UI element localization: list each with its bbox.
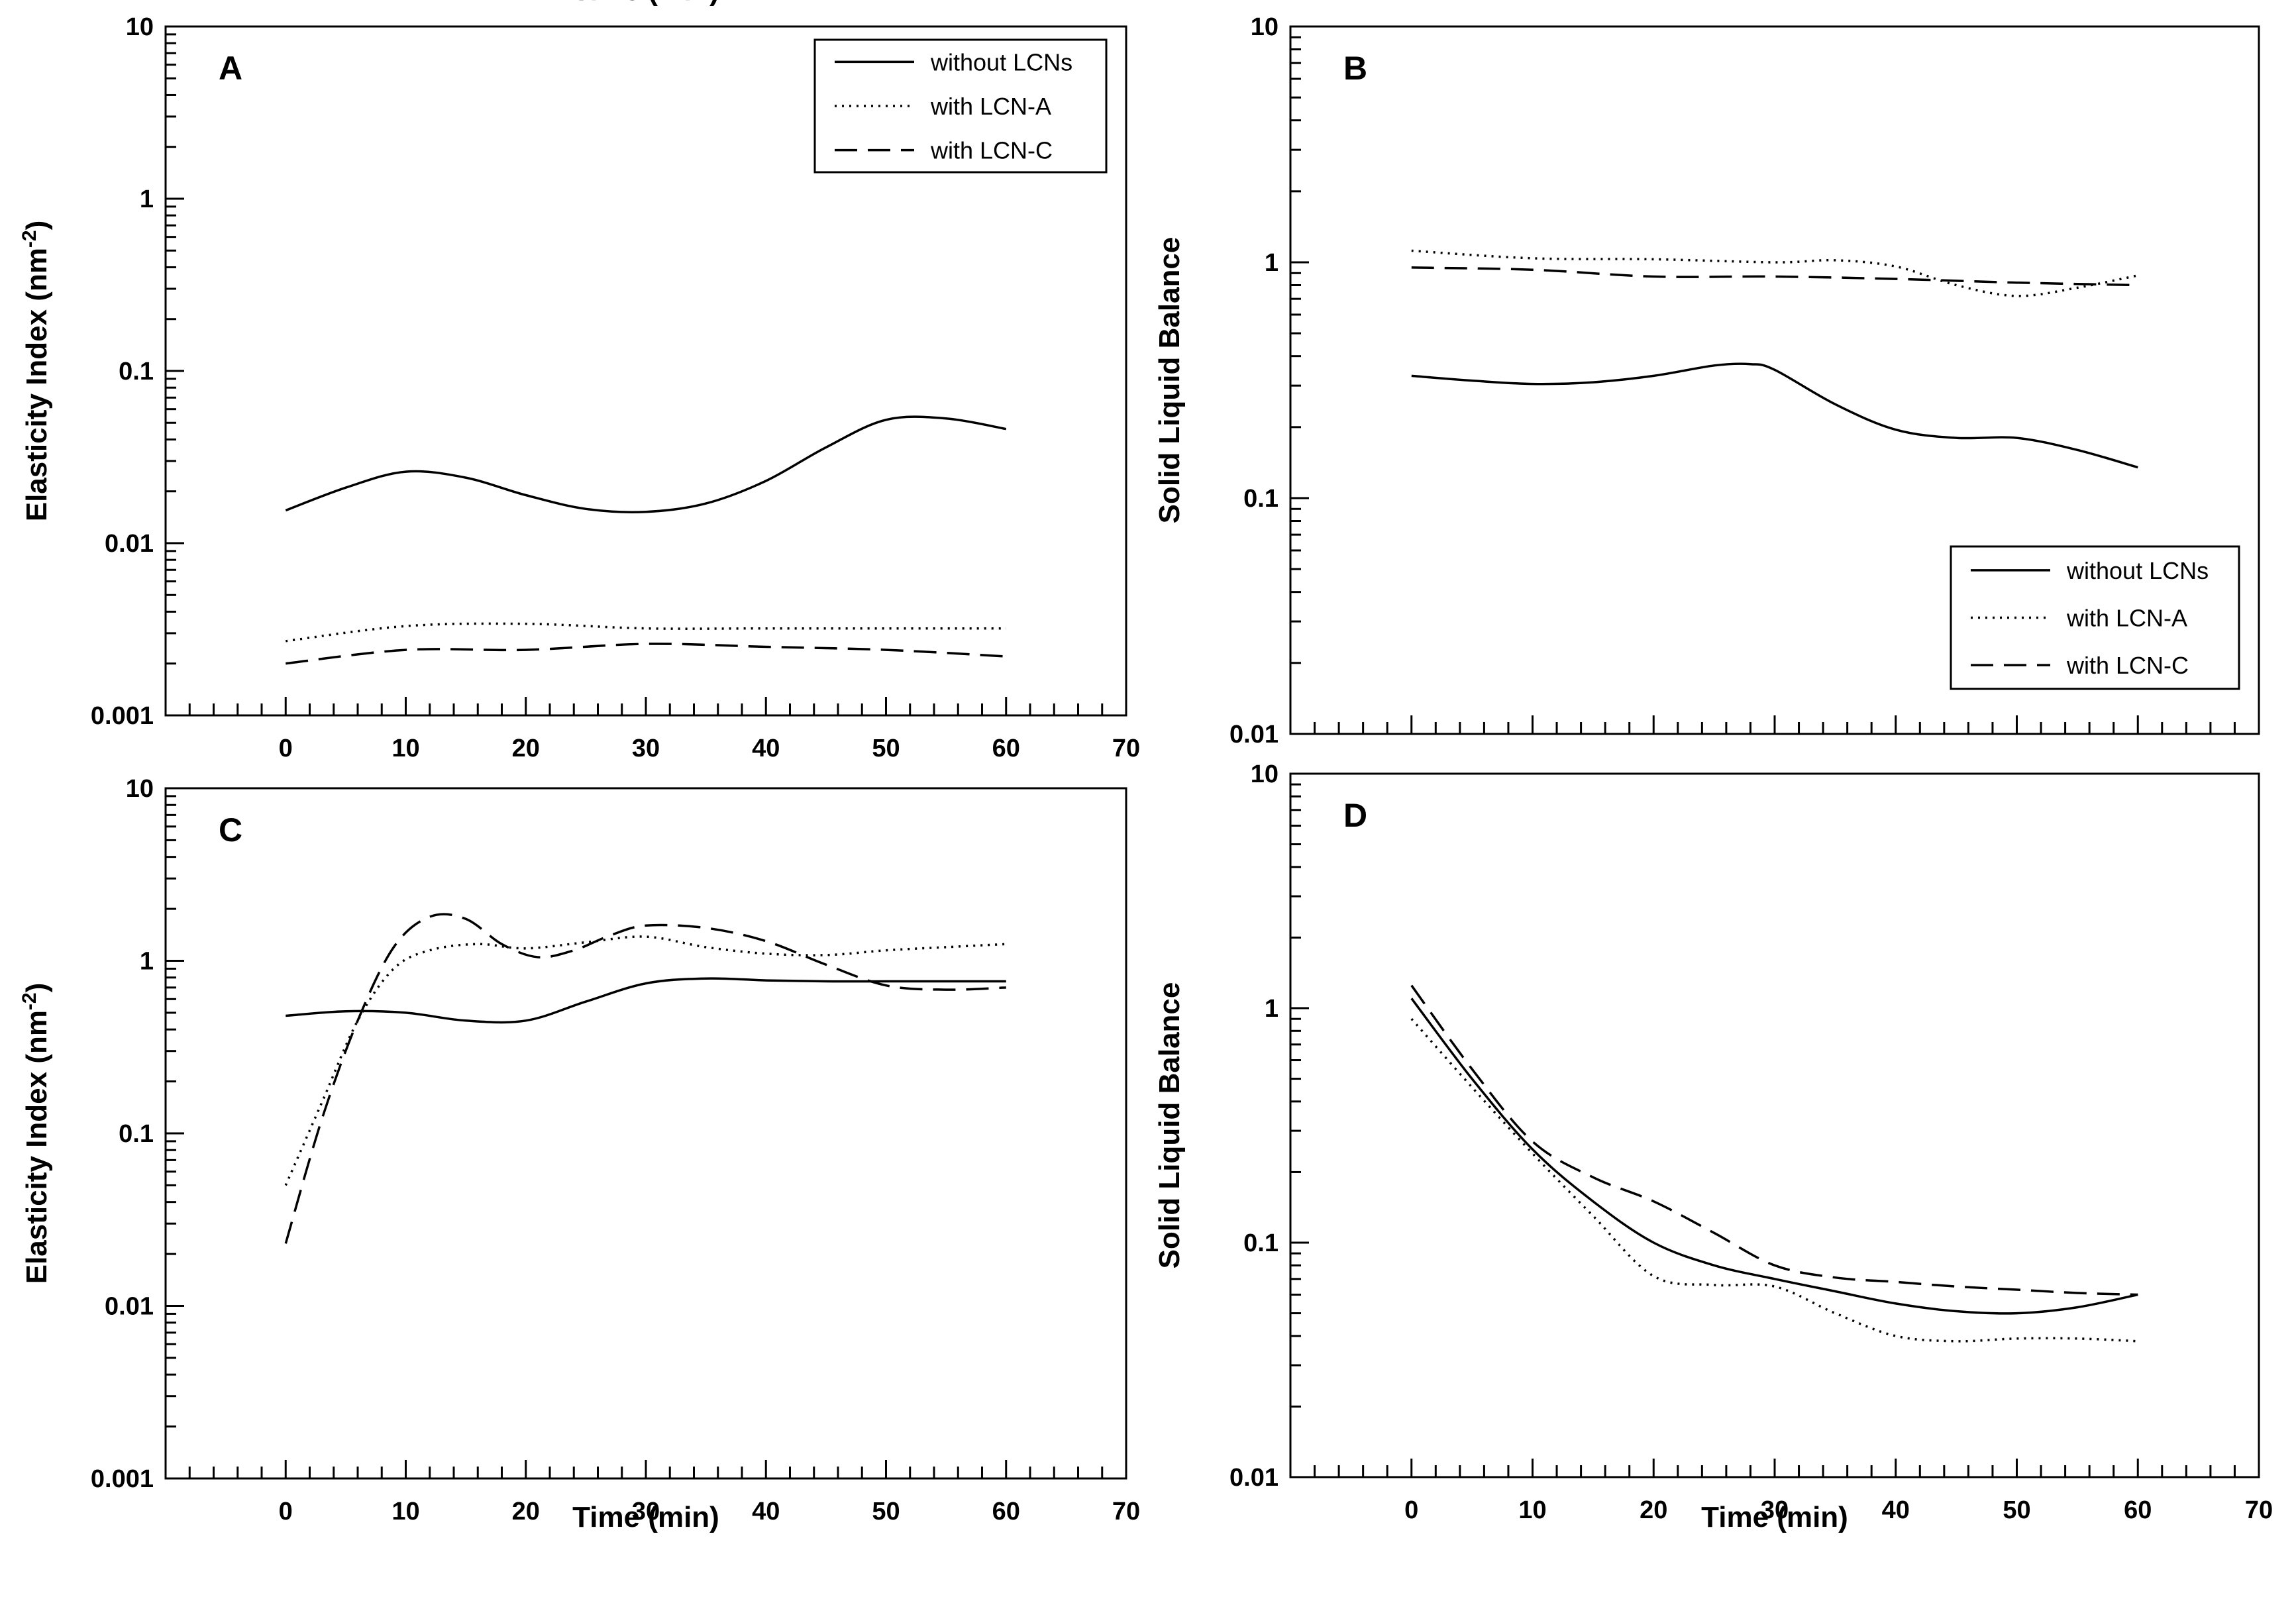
series-line-with-lcn-a bbox=[1410, 1018, 2138, 1343]
x-tick-label: 40 bbox=[1882, 1496, 1910, 1524]
series-line-with-lcn-c bbox=[286, 643, 1006, 665]
y-tick-label: 0.01 bbox=[1229, 721, 1278, 749]
y-axis-ticks bbox=[166, 795, 184, 1480]
x-tick-label: 70 bbox=[1112, 1498, 1140, 1525]
legend: without LCNs with LCN-A with LCN-C bbox=[813, 38, 1108, 174]
x-tick-label: 10 bbox=[391, 735, 419, 762]
series-line-with-lcn-c bbox=[1411, 266, 2138, 287]
x-tick-label: 50 bbox=[872, 1498, 900, 1525]
x-tick-label: 60 bbox=[992, 735, 1020, 762]
y-tick-label: 0.1 bbox=[119, 358, 154, 386]
y-tick-label: 0.1 bbox=[119, 1120, 154, 1148]
y-axis-ticks bbox=[1290, 783, 1309, 1478]
legend-entry: with LCN-A bbox=[930, 93, 1051, 120]
series-line-with-lcn-a bbox=[284, 935, 1006, 1186]
series-line-with-lcn-c bbox=[1410, 984, 2138, 1296]
x-tick-label: 40 bbox=[752, 1498, 780, 1525]
legend-entry: with LCN-A bbox=[2066, 605, 2187, 632]
y-tick-label: 1 bbox=[140, 185, 154, 213]
x-tick-label: 30 bbox=[1761, 1496, 1789, 1524]
y-tick-label: 0.01 bbox=[105, 530, 154, 558]
legend-entry: with LCN-C bbox=[930, 137, 1053, 164]
legend: without LCNs with LCN-A with LCN-C bbox=[1950, 545, 2240, 690]
y-tick-label: 0.01 bbox=[105, 1293, 154, 1321]
x-axis-title: Time (min) bbox=[572, 0, 719, 7]
series-line-without-lcns bbox=[286, 977, 1006, 1024]
y-tick-label: 10 bbox=[126, 775, 154, 803]
y-axis-ticks bbox=[166, 33, 184, 717]
x-tick-label: 50 bbox=[872, 735, 900, 762]
y-tick-label: 10 bbox=[126, 13, 154, 41]
x-tick-label: 20 bbox=[512, 735, 540, 762]
y-tick-label: 0.001 bbox=[91, 702, 154, 730]
x-tick-label: 0 bbox=[279, 735, 293, 762]
y-tick-label: 0.01 bbox=[1229, 1464, 1278, 1492]
y-tick-label: 0.1 bbox=[1243, 485, 1278, 513]
series-line-with-lcn-c bbox=[284, 913, 1006, 1244]
legend-entry: without LCNs bbox=[930, 48, 1072, 76]
x-tick-label: 40 bbox=[752, 735, 780, 762]
y-tick-label: 1 bbox=[140, 948, 154, 976]
series-line-with-lcn-a bbox=[1411, 249, 2138, 297]
y-axis-title: Elasticity Index (nm-2) bbox=[19, 983, 53, 1284]
y-tick-label: 10 bbox=[1251, 13, 1278, 41]
panel-label: D bbox=[1343, 797, 1367, 834]
plot-frame bbox=[164, 787, 1127, 1480]
series-line-without-lcns bbox=[1411, 362, 2138, 469]
x-axis-title: Time (min) bbox=[1701, 1501, 1848, 1533]
y-axis-title: Solid Liquid Balance bbox=[1153, 237, 1186, 524]
x-axis-ticks bbox=[1289, 1459, 2260, 1477]
legend-entry: without LCNs bbox=[2066, 557, 2209, 584]
chart-panel-a: 0 10 20 30 40 50 60 70 0.001 0.01 0.1 1 10 Elasticity… bbox=[19, 0, 1140, 762]
y-tick-label: 1 bbox=[1265, 249, 1278, 277]
x-tick-label: 30 bbox=[632, 735, 660, 762]
x-tick-label: 50 bbox=[2003, 1496, 2030, 1524]
panel-label: C bbox=[219, 811, 242, 849]
chart-panel-c: 0 10 20 30 40 50 60 70 0.001 0.01 0.1 1 10 Elasticity… bbox=[19, 775, 1140, 1533]
x-axis-ticks bbox=[164, 1460, 1127, 1478]
x-tick-label: 20 bbox=[512, 1498, 540, 1525]
x-tick-label: 70 bbox=[1112, 735, 1140, 762]
x-tick-label: 60 bbox=[992, 1498, 1020, 1525]
series-line-with-lcn-a bbox=[286, 622, 1006, 643]
y-axis-title: Solid Liquid Balance bbox=[1153, 982, 1186, 1269]
y-axis-title: Elasticity Index (nm-2) bbox=[19, 221, 53, 522]
y-tick-label: 0.001 bbox=[91, 1465, 154, 1493]
chart-panel-d: 0 10 20 30 40 50 60 70 0.01 0.1 1 10 Solid Liquid Ba… bbox=[1153, 760, 2273, 1533]
x-axis-title: Time (min) bbox=[572, 1501, 719, 1533]
y-axis-ticks bbox=[1290, 36, 1309, 735]
x-axis-ticks bbox=[1289, 715, 2260, 734]
x-tick-label: 10 bbox=[1518, 1496, 1546, 1524]
plot-frame bbox=[1289, 772, 2260, 1478]
x-tick-label: 20 bbox=[1640, 1496, 1667, 1524]
y-tick-label: 10 bbox=[1251, 760, 1278, 788]
x-tick-label: 70 bbox=[2245, 1496, 2273, 1524]
x-tick-label: 30 bbox=[632, 1498, 660, 1525]
series-line-without-lcns bbox=[285, 415, 1007, 513]
panel-label: B bbox=[1343, 50, 1367, 87]
panel-label: A bbox=[219, 50, 242, 87]
x-tick-label: 0 bbox=[279, 1498, 293, 1525]
x-tick-label: 60 bbox=[2124, 1496, 2152, 1524]
x-tick-label: 10 bbox=[391, 1498, 419, 1525]
series-line-without-lcns bbox=[1410, 998, 2138, 1315]
x-tick-label: 0 bbox=[1404, 1496, 1418, 1524]
y-tick-label: 0.1 bbox=[1243, 1229, 1278, 1257]
legend-entry: with LCN-C bbox=[2066, 652, 2189, 679]
y-tick-label: 1 bbox=[1265, 995, 1278, 1023]
x-axis-ticks bbox=[164, 697, 1127, 715]
